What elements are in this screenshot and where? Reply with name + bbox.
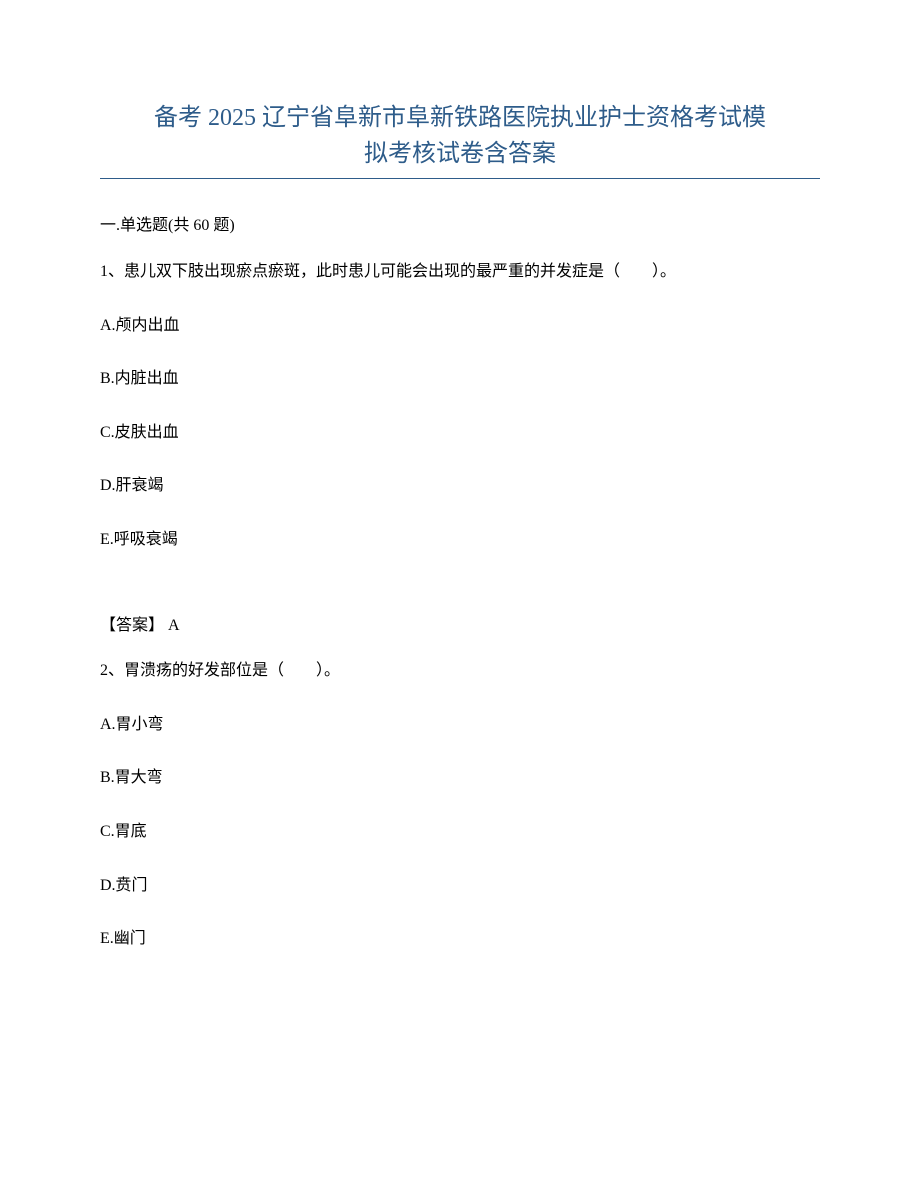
document-title: 备考 2025 辽宁省阜新市阜新铁路医院执业护士资格考试模 拟考核试卷含答案 [100,100,820,172]
question-2-option-b: B.胃大弯 [100,765,820,791]
question-2-option-a: A.胃小弯 [100,712,820,738]
question-2-text: 2、胃溃疡的好发部位是（ ）。 [100,658,820,684]
question-1-option-a: A.颅内出血 [100,313,820,339]
question-2-option-e: E.幽门 [100,926,820,952]
question-1-option-d: D.肝衰竭 [100,473,820,499]
question-1-option-c: C.皮肤出血 [100,420,820,446]
title-line-2: 拟考核试卷含答案 [364,141,556,167]
question-2: 2、胃溃疡的好发部位是（ ）。 A.胃小弯 B.胃大弯 C.胃底 D.贲门 E.… [100,658,820,952]
question-1-answer: 【答案】 A [100,613,820,639]
title-line-1: 备考 2025 辽宁省阜新市阜新铁路医院执业护士资格考试模 [154,105,766,131]
question-1: 1、患儿双下肢出现瘀点瘀斑，此时患儿可能会出现的最严重的并发症是（ ）。 A.颅… [100,259,820,638]
question-2-option-c: C.胃底 [100,819,820,845]
title-divider [100,178,820,179]
section-header: 一.单选题(共 60 题) [100,211,820,235]
question-1-option-b: B.内脏出血 [100,366,820,392]
question-2-option-d: D.贲门 [100,873,820,899]
question-1-option-e: E.呼吸衰竭 [100,527,820,553]
question-1-text: 1、患儿双下肢出现瘀点瘀斑，此时患儿可能会出现的最严重的并发症是（ ）。 [100,259,820,285]
